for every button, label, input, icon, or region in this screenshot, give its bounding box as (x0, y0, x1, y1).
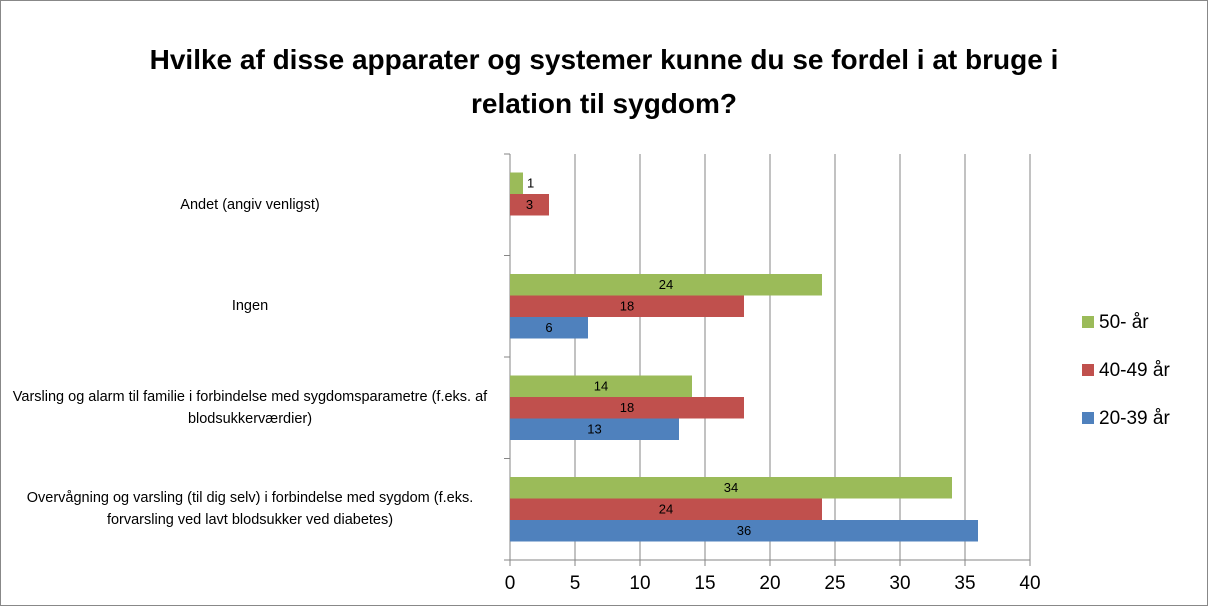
data-label: 14 (594, 379, 608, 394)
x-tick-label: 5 (570, 573, 581, 594)
legend-swatch (1082, 364, 1094, 376)
bar (510, 520, 978, 542)
bar (510, 418, 679, 440)
bar (510, 172, 523, 194)
x-tick-label: 30 (889, 573, 910, 594)
x-tick-label: 20 (759, 573, 780, 594)
chart-title: Hvilke af disse apparater og systemer ku… (149, 44, 1059, 119)
y-tick-label: Ingen (231, 298, 269, 315)
data-label: 34 (724, 480, 738, 495)
y-tick-label: Overvågning og varsling (til dig selv) i… (26, 490, 474, 529)
data-label: 13 (587, 422, 601, 437)
y-tick-label: Andet (angiv venligst) (180, 196, 320, 213)
bar (510, 397, 744, 419)
x-tick-label: 0 (505, 573, 516, 594)
x-tick-label: 35 (954, 573, 975, 594)
data-label: 3 (526, 197, 533, 212)
bar (510, 295, 744, 317)
legend-label: 50- år (1099, 312, 1149, 333)
x-tick-label: 15 (694, 573, 715, 594)
data-label: 18 (620, 400, 634, 415)
bar (510, 477, 952, 499)
data-label: 36 (737, 523, 751, 538)
x-tick-label: 25 (824, 573, 845, 594)
legend-swatch (1082, 316, 1094, 328)
bar (510, 274, 822, 296)
bar (510, 317, 588, 339)
bar (510, 375, 692, 397)
y-tick-label: Varsling og alarm til familie i forbinde… (12, 388, 488, 427)
data-label: 24 (659, 502, 673, 517)
data-label: 1 (527, 176, 534, 191)
data-label: 18 (620, 299, 634, 314)
x-tick-label: 40 (1019, 573, 1040, 594)
bar (510, 194, 549, 216)
bar (510, 498, 822, 520)
data-label: 6 (545, 320, 552, 335)
x-tick-label: 10 (629, 573, 650, 594)
data-label: 24 (659, 277, 673, 292)
legend-swatch (1082, 412, 1094, 424)
legend-label: 40-49 år (1099, 360, 1170, 381)
legend-label: 20-39 år (1099, 408, 1170, 429)
